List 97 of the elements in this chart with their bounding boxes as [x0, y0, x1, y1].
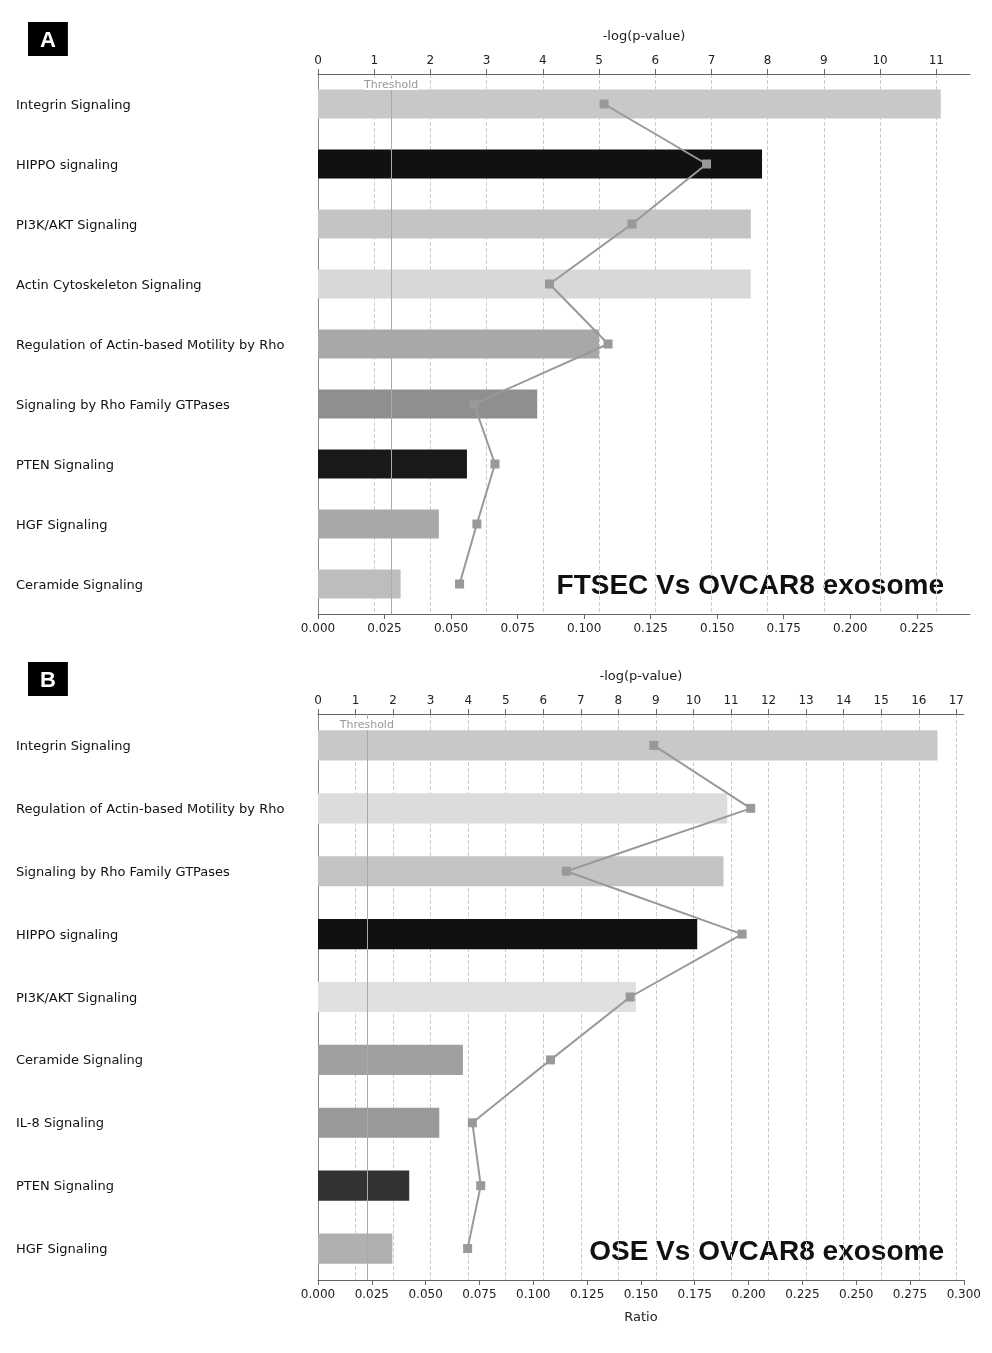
point [545, 279, 555, 289]
x2-tick-label: 17 [948, 693, 964, 707]
x2-tick-label: 7 [577, 693, 585, 707]
x-tick-label: 0.000 [300, 1287, 336, 1301]
point [561, 866, 571, 876]
x2-tick-label: 0 [314, 693, 322, 707]
x2-tick-label: 0 [314, 53, 322, 67]
x2-tick-label: 11 [928, 53, 944, 67]
y-tick-label: HGF Signaling [16, 1241, 108, 1257]
y-tick-label: Signaling by Rho Family GTPases [16, 863, 231, 879]
x-tick-label: 0.225 [785, 1287, 820, 1301]
x2-tick-label: 8 [614, 693, 623, 707]
x-tick-label: 0.075 [500, 621, 535, 635]
x2-tick-label: 1 [370, 53, 379, 67]
x-axis-title: Ratio [624, 1309, 658, 1324]
x-tick-label: 0.050 [408, 1287, 443, 1301]
point [599, 99, 609, 109]
x2-tick-label: 3 [482, 53, 491, 67]
point [463, 1244, 473, 1254]
x2-tick-label: 6 [651, 53, 660, 67]
point [702, 159, 712, 169]
x2-tick-label: 9 [820, 53, 828, 67]
point [476, 1181, 486, 1191]
y-tick-label: PI3K/AKT Signaling [16, 216, 138, 232]
y-tick-label: IL-8 Signaling [16, 1115, 104, 1131]
x2-tick-label: 4 [464, 693, 473, 707]
y-tick-label: Regulation of Actin-based Motility by Rho [16, 336, 285, 352]
y-tick-label: HIPPO signaling [16, 926, 119, 942]
x2-tick-label: 3 [426, 693, 435, 707]
x2-tick-label: 2 [389, 693, 397, 707]
ref-line-label: Threshold [338, 718, 394, 731]
x2-tick-label: 10 [685, 693, 702, 707]
x-tick-label: 0.125 [569, 1287, 605, 1301]
point [490, 459, 500, 469]
x2-tick-label: 6 [539, 693, 548, 707]
y-tick-label: Integrin Signaling [16, 96, 131, 112]
point [472, 519, 482, 529]
point [455, 579, 465, 589]
x-tick-label: 0.025 [354, 1287, 389, 1301]
annotation: FTSEC Vs OVCAR8 exosome [556, 568, 945, 600]
x-tick-label: 0.200 [731, 1287, 766, 1301]
ref-line-label: Threshold [362, 78, 419, 91]
point [467, 1118, 477, 1128]
x-tick-label: 0.125 [633, 621, 668, 635]
x2-tick-label: 16 [911, 693, 927, 707]
x-tick-label: 0.050 [433, 621, 469, 635]
x-tick-label: 0.150 [700, 621, 735, 635]
x2-tick-label: 5 [595, 53, 603, 67]
x2-tick-label: 11 [723, 693, 739, 707]
text: A [40, 26, 56, 52]
x-tick-label: 0.275 [892, 1287, 928, 1301]
annotation: OSE Vs OVCAR8 exosome [589, 1234, 945, 1266]
y-tick-label: Actin Cytoskeleton Signaling [16, 276, 202, 292]
y-tick-label: Integrin Signaling [16, 737, 131, 753]
point [546, 1055, 555, 1065]
x2-tick-label: 1 [351, 693, 360, 707]
x2-tick-label: 14 [836, 693, 852, 707]
y-tick-label: PI3K/AKT Signaling [16, 989, 138, 1005]
x-tick-label: 0.225 [899, 621, 934, 635]
y-tick-label: PTEN Signaling [16, 1178, 114, 1194]
x-tick-label: 0.100 [516, 1287, 551, 1301]
x2-tick-label: 13 [798, 693, 814, 707]
x-tick-label: 0.075 [462, 1287, 497, 1301]
point [603, 339, 613, 349]
x-tick-label: 0.100 [566, 621, 602, 635]
x2-tick-label: 15 [873, 693, 889, 707]
y-tick-label: Signaling by Rho Family GTPases [16, 396, 231, 412]
y-tick-label: HIPPO signaling [16, 156, 119, 172]
y-tick-label: Ceramide Signaling [16, 576, 144, 592]
x-tick-label: 0.200 [833, 621, 868, 635]
x2-axis-title: -log(p-value) [599, 668, 683, 683]
x2-tick-label: 5 [501, 693, 510, 707]
x2-tick-label: 9 [652, 693, 660, 707]
x2-tick-label: 2 [426, 53, 435, 67]
x-tick-label: 0.150 [623, 1287, 659, 1301]
x-tick-label: 0.025 [367, 621, 402, 635]
x2-tick-label: 8 [763, 53, 772, 67]
text: B [40, 666, 56, 692]
x2-tick-label: 10 [872, 53, 888, 67]
x2-tick-label: 12 [760, 693, 777, 707]
point [625, 992, 635, 1002]
x-tick-label: 0.000 [300, 621, 336, 635]
x-tick-label: 0.175 [677, 1287, 712, 1301]
y-tick-label: PTEN Signaling [16, 456, 114, 472]
y-tick-label: HGF Signaling [16, 516, 108, 532]
point [627, 219, 637, 229]
y-tick-label: Ceramide Signaling [16, 1052, 144, 1068]
x2-tick-label: 4 [539, 53, 547, 67]
x-tick-label: 0.250 [839, 1287, 874, 1301]
x2-tick-label: 7 [707, 53, 716, 67]
point [737, 929, 747, 939]
y-tick-label: Regulation of Actin-based Motility by Rho [16, 800, 285, 816]
x-tick-label: 0.175 [766, 621, 801, 635]
x-tick-label: 0.300 [946, 1287, 981, 1301]
point [649, 740, 659, 750]
x2-axis-title: -log(p-value) [602, 28, 686, 43]
point [746, 803, 756, 813]
